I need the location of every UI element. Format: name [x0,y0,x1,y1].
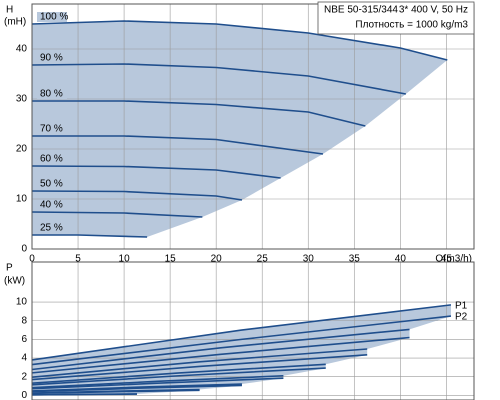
x-tick-label: 5 [75,254,81,265]
label-background [37,223,67,233]
x-tick-label: 45 [441,254,453,265]
header-box: NBE 50-315/344 3* 400 V, 50 Hz Плотность =… [317,1,475,35]
y-axis-label: H [6,5,13,16]
label-background [37,124,67,134]
curve [31,190,243,201]
curve [31,393,137,396]
x-tick-label: 35 [349,254,361,265]
legend-label: P2 [455,312,468,323]
speed-label: 50 % [40,179,63,190]
y-tick-label: 8 [21,315,27,326]
y-tick-label: 10 [16,297,28,308]
speed-label: 25 % [40,223,63,234]
speed-label: 90 % [40,53,63,64]
curve [31,353,368,381]
label-background [37,89,67,99]
curve [32,234,148,238]
curve [31,165,281,179]
y-tick-label: 0 [21,244,27,255]
curve [31,389,200,395]
curve [32,100,366,127]
y-tick-label: 40 [16,44,28,55]
plot-frame [31,3,475,250]
x-tick-label: 10 [119,254,131,265]
density-note: Плотность = 1000 kg/m3 [355,20,468,31]
label-background [37,12,67,22]
pump-model: NBE 50-315/344 [324,5,398,16]
curve [31,336,410,374]
x-tick-label: 15 [165,254,177,265]
y-tick-label: 6 [21,334,27,345]
curve [31,384,242,393]
label-background [37,154,67,164]
y-tick-label: 30 [16,94,28,105]
curve [31,63,407,95]
y-tick-label: 0 [21,390,27,400]
curve [31,367,326,386]
speed-label: 80 % [40,89,63,100]
legend-label: P1 [455,301,468,312]
curve [31,377,284,390]
x-tick-label: 20 [211,254,223,265]
label-background [37,53,67,63]
x-tick-label: 30 [303,254,315,265]
y-axis-label: P [6,263,13,274]
speed-label: 100 % [40,12,68,23]
y-tick-label: 10 [16,194,28,205]
curve [31,304,452,361]
y-tick-label: 20 [16,144,28,155]
x-axis-label: Q(m3/h) [435,254,472,265]
curve [32,135,324,155]
plot-frame [31,261,475,400]
speed-label: 70 % [40,124,63,135]
curve [31,348,368,378]
curve [31,315,452,366]
y-axis-unit: (kW) [4,276,25,287]
header-frame [317,1,475,35]
pump-supply: 3* 400 V, 50 Hz [399,5,468,16]
curve [31,20,448,61]
speed-label: 40 % [40,200,63,211]
x-tick-label: 0 [29,254,35,265]
y-axis-unit: (mH) [4,17,26,28]
curve [31,211,203,218]
y-tick-label: 4 [21,353,27,364]
y-tick-label: 2 [21,371,27,382]
curve [31,374,284,389]
curve [31,363,326,385]
speed-label: 60 % [40,154,63,165]
label-background [37,200,67,210]
operating-area [32,21,448,237]
x-tick-label: 40 [395,254,407,265]
label-background [37,179,67,189]
x-tick-label: 25 [257,254,269,265]
curve [31,328,410,371]
